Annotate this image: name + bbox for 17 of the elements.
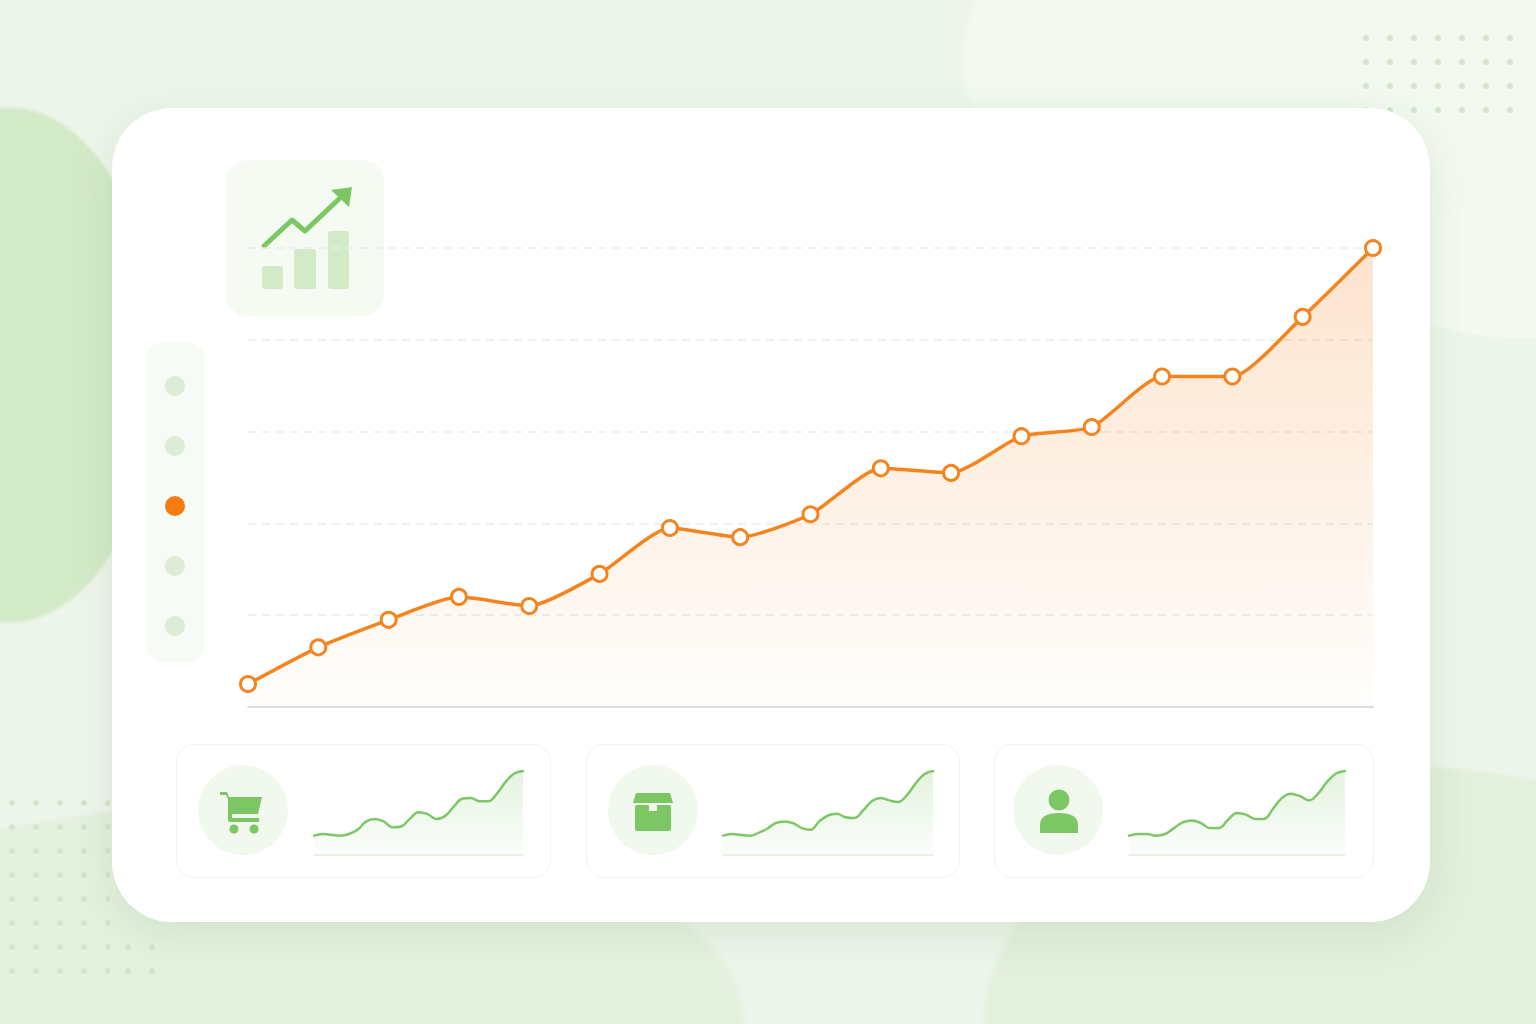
point xyxy=(1012,427,1031,446)
point xyxy=(309,638,328,657)
point xyxy=(1153,367,1172,386)
point xyxy=(1223,367,1242,386)
point xyxy=(1082,418,1101,437)
point xyxy=(590,564,609,583)
point xyxy=(520,597,539,616)
point xyxy=(449,587,468,606)
point xyxy=(942,463,961,482)
point xyxy=(1293,307,1312,326)
point xyxy=(801,505,820,524)
point xyxy=(660,518,679,537)
point xyxy=(1364,239,1382,257)
point xyxy=(731,528,750,547)
point xyxy=(379,610,398,629)
point xyxy=(239,675,257,694)
point xyxy=(871,459,890,478)
